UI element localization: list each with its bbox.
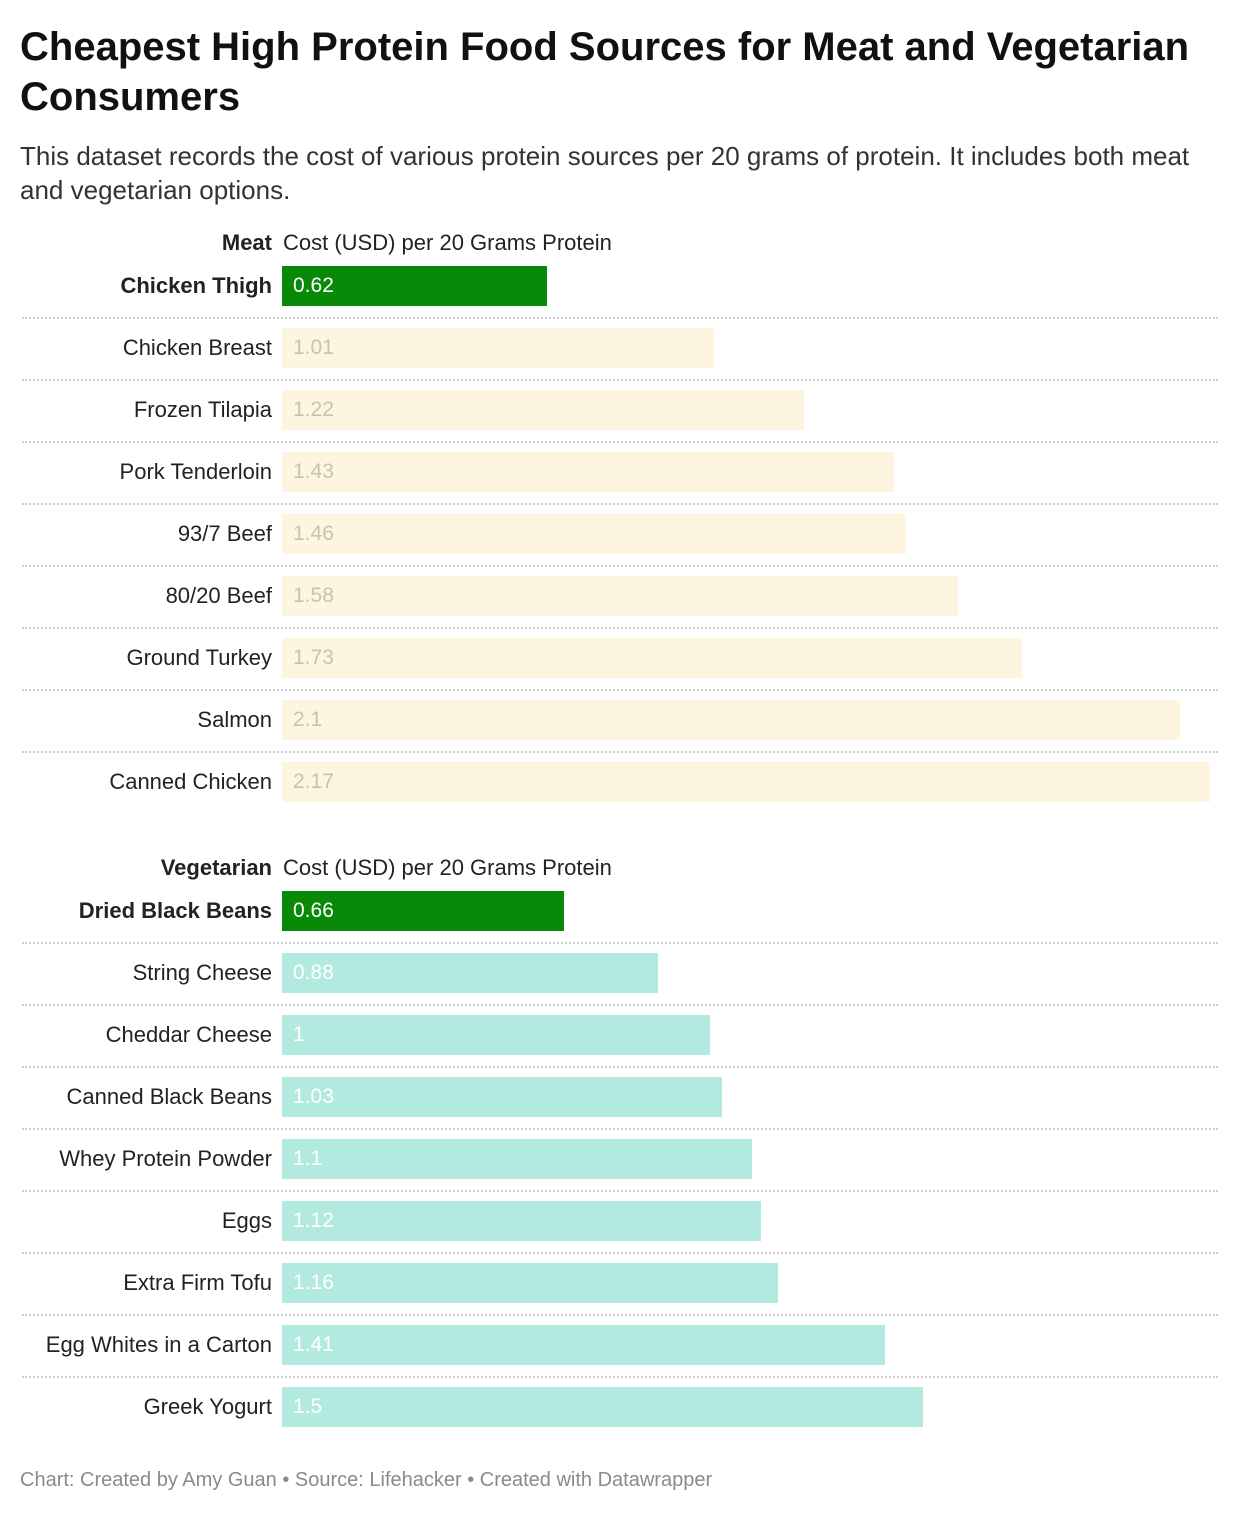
vegetarian-category-label: Dried Black Beans [78,898,272,923]
vegetarian-bar-row: Dried Black Beans 0.66 [0,891,1240,953]
meat-bar-value-label: 0.62 [293,274,334,297]
meat-bar-value-label: 1.73 [293,646,334,669]
row-separator [22,379,1218,381]
vegetarian-bar [282,1139,752,1179]
meat-bar-row: Frozen Tilapia 1.22 [0,390,1240,452]
meat-group-label: Meat [221,230,272,255]
meat-bar-value-label: 1.43 [293,460,334,483]
row-separator [22,1252,1218,1254]
meat-bar-value-label: 2.1 [293,708,323,731]
vegetarian-category-label: Greek Yogurt [143,1394,272,1419]
meat-category-label: Canned Chicken [109,769,272,794]
meat-category-label: Pork Tenderloin [119,459,272,484]
vegetarian-bar-value-label: 0.88 [293,961,334,984]
meat-category-label: Salmon [197,707,272,732]
meat-bar-value-label: 1.58 [293,584,334,607]
meat-bar [282,452,894,492]
vegetarian-category-label: String Cheese [132,960,272,985]
vegetarian-bar [282,1015,710,1055]
row-separator [22,503,1218,505]
vegetarian-bar [282,1325,885,1365]
meat-bar-row: Salmon 2.1 [0,700,1240,762]
row-separator [22,751,1218,753]
meat-bar [282,700,1180,740]
vegetarian-bar-row: Whey Protein Powder 1.1 [0,1139,1240,1201]
vegetarian-bar [282,1201,761,1241]
row-separator [22,1190,1218,1192]
vegetarian-category-label: Cheddar Cheese [105,1022,272,1047]
vegetarian-bar-value-label: 1.03 [293,1085,334,1108]
vegetarian-bar-row: Canned Black Beans 1.03 [0,1077,1240,1139]
vegetarian-bar-value-label: 1 [293,1023,305,1046]
row-separator [22,1314,1218,1316]
row-separator [22,565,1218,567]
row-separator [22,1066,1218,1068]
meat-bar [282,266,547,306]
vegetarian-bar-value-label: 1.5 [293,1395,323,1418]
vegetarian-bar-value-label: 1.41 [293,1333,334,1356]
meat-bar-value-label: 1.01 [293,336,334,359]
vegetarian-bar [282,1263,778,1303]
meat-category-label: 93/7 Beef [177,521,272,546]
meat-section: Meat Cost (USD) per 20 Grams Protein Chi… [0,228,1240,808]
meat-bar-row: 80/20 Beef 1.58 [0,576,1240,638]
vegetarian-bar [282,1077,722,1117]
vegetarian-category-label: Extra Firm Tofu [123,1270,272,1295]
meat-bar-row: 93/7 Beef 1.46 [0,514,1240,576]
vegetarian-bar [282,953,658,993]
meat-bar-row: Ground Turkey 1.73 [0,638,1240,700]
chart-title: Cheapest High Protein Food Sources for M… [20,25,1190,119]
vegetarian-section: Vegetarian Cost (USD) per 20 Grams Prote… [0,853,1240,1433]
vegetarian-category-label: Whey Protein Powder [59,1146,272,1171]
row-separator [22,1128,1218,1130]
meat-section-header: Meat Cost (USD) per 20 Grams Protein [0,228,1240,258]
meat-category-label: Chicken Breast [122,335,272,360]
chart-subtitle: This dataset records the cost of various… [20,141,1190,205]
meat-bar [282,576,958,616]
vegetarian-bar-value-label: 1.16 [293,1271,334,1294]
row-separator [22,1376,1218,1378]
row-separator [22,689,1218,691]
meat-bar-row: Chicken Thigh 0.62 [0,266,1240,328]
vegetarian-bar-row: Egg Whites in a Carton 1.41 [0,1325,1240,1387]
row-separator [22,1004,1218,1006]
meat-bar [282,390,804,430]
meat-bar-row: Pork Tenderloin 1.43 [0,452,1240,514]
vegetarian-bar-value-label: 1.12 [293,1209,334,1232]
meat-bar [282,514,906,554]
vegetarian-column-header: Cost (USD) per 20 Grams Protein [283,855,612,880]
meat-bar-value-label: 2.17 [293,770,334,793]
meat-category-label: Chicken Thigh [120,273,272,298]
vegetarian-category-label: Eggs [221,1208,272,1233]
vegetarian-bar-row: Eggs 1.12 [0,1201,1240,1263]
chart-footer: Chart: Created by Amy Guan • Source: Lif… [20,1469,713,1491]
vegetarian-group-label: Vegetarian [160,855,272,880]
row-separator [22,942,1218,944]
meat-bar-row: Chicken Breast 1.01 [0,328,1240,390]
meat-category-label: Frozen Tilapia [133,397,272,422]
vegetarian-bar-row: Extra Firm Tofu 1.16 [0,1263,1240,1325]
row-separator [22,627,1218,629]
meat-bar-row: Canned Chicken 2.17 [0,762,1240,824]
meat-category-label: Ground Turkey [126,645,272,670]
meat-category-label: 80/20 Beef [165,583,272,608]
vegetarian-bar-row: String Cheese 0.88 [0,953,1240,1015]
vegetarian-bar-value-label: 1.1 [293,1147,323,1170]
vegetarian-section-header: Vegetarian Cost (USD) per 20 Grams Prote… [0,853,1240,883]
vegetarian-category-label: Egg Whites in a Carton [45,1332,272,1357]
meat-column-header: Cost (USD) per 20 Grams Protein [283,230,612,255]
row-separator [22,441,1218,443]
meat-bar [282,328,714,368]
vegetarian-bar-value-label: 0.66 [293,899,334,922]
vegetarian-bar [282,891,564,931]
meat-bar [282,638,1022,678]
meat-bar-value-label: 1.22 [293,398,334,421]
vegetarian-category-label: Canned Black Beans [66,1084,272,1109]
meat-bar-value-label: 1.46 [293,522,334,545]
meat-bar [282,762,1210,802]
vegetarian-bar-row: Greek Yogurt 1.5 [0,1387,1240,1449]
vegetarian-bar-row: Cheddar Cheese 1 [0,1015,1240,1077]
vegetarian-bar [282,1387,923,1427]
row-separator [22,317,1218,319]
